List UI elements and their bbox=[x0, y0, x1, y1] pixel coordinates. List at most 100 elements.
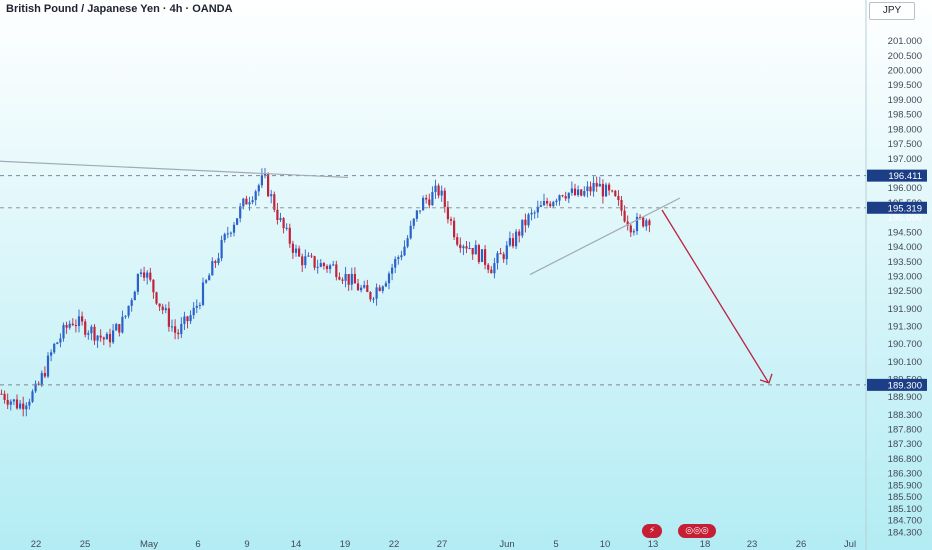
candle-body bbox=[459, 244, 462, 249]
candle-body bbox=[437, 185, 440, 196]
candle-body bbox=[356, 283, 360, 291]
replay-icon[interactable]: ◎◎◎ bbox=[678, 524, 716, 538]
candle-body bbox=[493, 263, 496, 274]
x-tick-label: 22 bbox=[389, 539, 400, 550]
candle-body bbox=[19, 403, 22, 409]
candle-body bbox=[623, 210, 626, 222]
candle-body bbox=[180, 323, 183, 335]
candle-body bbox=[65, 324, 68, 328]
y-tick-label: 188.900 bbox=[888, 392, 922, 403]
candle-body bbox=[431, 192, 434, 206]
candle-body bbox=[474, 245, 477, 255]
candle-body bbox=[115, 324, 118, 331]
candle-body bbox=[329, 265, 332, 270]
candle-body bbox=[372, 298, 375, 300]
y-tick-label: 196.000 bbox=[888, 183, 922, 194]
y-tick-label: 193.500 bbox=[888, 257, 922, 268]
y-tick-label: 194.500 bbox=[888, 227, 922, 238]
candle-body bbox=[508, 238, 511, 246]
candle-body bbox=[502, 254, 505, 260]
currency-selector[interactable]: JPY bbox=[869, 2, 915, 20]
candle-body bbox=[56, 342, 59, 344]
candle-body bbox=[12, 399, 15, 402]
candle-body bbox=[496, 253, 499, 264]
candle-body bbox=[53, 343, 56, 353]
price-level-badge bbox=[867, 378, 927, 391]
candle-body bbox=[546, 201, 549, 204]
candle-body bbox=[598, 183, 601, 187]
candle-body bbox=[564, 196, 567, 199]
candle-body bbox=[164, 308, 167, 311]
y-tick-label: 193.000 bbox=[888, 272, 922, 283]
candle-body bbox=[338, 277, 341, 280]
candle-body bbox=[378, 287, 381, 291]
candle-body bbox=[136, 273, 139, 292]
candle-body bbox=[254, 191, 257, 201]
candle-body bbox=[577, 189, 580, 196]
candle-body bbox=[639, 216, 642, 218]
candle-body bbox=[81, 316, 84, 322]
candle-body bbox=[46, 355, 50, 377]
candle-body bbox=[298, 248, 301, 257]
candle-body bbox=[279, 218, 282, 221]
x-tick-label: 23 bbox=[747, 539, 758, 550]
candle-body bbox=[549, 203, 552, 207]
candle-body bbox=[112, 330, 115, 343]
x-tick-label: May bbox=[140, 539, 158, 550]
price-level-label: 196.411 bbox=[888, 171, 922, 182]
x-tick-label: Jul bbox=[844, 539, 856, 550]
y-tick-label: 199.000 bbox=[888, 95, 922, 106]
candle-body bbox=[360, 287, 363, 291]
candle-body bbox=[74, 325, 77, 327]
y-tick-label: 187.800 bbox=[888, 425, 922, 436]
candle-body bbox=[539, 205, 542, 207]
support-trendline bbox=[529, 197, 681, 276]
candle-body bbox=[521, 219, 524, 236]
candle-body bbox=[239, 206, 242, 219]
candle-body bbox=[592, 182, 595, 192]
y-tick-label: 191.300 bbox=[888, 322, 922, 333]
candle-body bbox=[518, 231, 521, 236]
candle-body bbox=[15, 399, 19, 409]
candle-body bbox=[480, 249, 484, 262]
candle-body bbox=[226, 233, 229, 235]
candle-body bbox=[282, 218, 285, 229]
candle-body bbox=[400, 255, 403, 258]
candle-body bbox=[555, 200, 558, 203]
candle-body bbox=[322, 263, 325, 267]
candle-body bbox=[93, 326, 96, 341]
candle-body bbox=[604, 184, 608, 197]
candle-body bbox=[121, 316, 124, 333]
candle-body bbox=[443, 190, 446, 207]
candle-body bbox=[626, 221, 629, 226]
candle-body bbox=[201, 282, 205, 305]
candle-body bbox=[434, 185, 437, 193]
x-tick-label: 14 bbox=[291, 539, 302, 550]
candle-body bbox=[462, 246, 465, 249]
y-tick-label: 191.900 bbox=[888, 304, 922, 315]
candle-body bbox=[614, 190, 617, 197]
candle-body bbox=[567, 192, 570, 199]
candle-body bbox=[161, 306, 164, 311]
candle-body bbox=[9, 401, 12, 405]
candle-body bbox=[236, 218, 239, 225]
candle-body bbox=[570, 188, 573, 193]
price-level-label: 195.319 bbox=[888, 203, 922, 214]
candle-body bbox=[143, 272, 146, 278]
candle-body bbox=[223, 234, 226, 241]
y-tick-label: 186.800 bbox=[888, 454, 922, 465]
y-tick-label: 200.500 bbox=[888, 51, 922, 62]
candle-body bbox=[130, 300, 133, 306]
candle-body bbox=[453, 220, 456, 238]
candle-body bbox=[381, 286, 384, 291]
lightning-icon[interactable]: ⚡ bbox=[642, 524, 662, 538]
candle-body bbox=[220, 240, 223, 259]
x-tick-label: 6 bbox=[195, 539, 200, 550]
candle-body bbox=[273, 194, 276, 210]
candle-body bbox=[583, 191, 586, 196]
candle-body bbox=[22, 403, 25, 410]
candle-body bbox=[449, 219, 453, 221]
candle-body bbox=[6, 399, 9, 405]
candle-body bbox=[186, 316, 189, 322]
